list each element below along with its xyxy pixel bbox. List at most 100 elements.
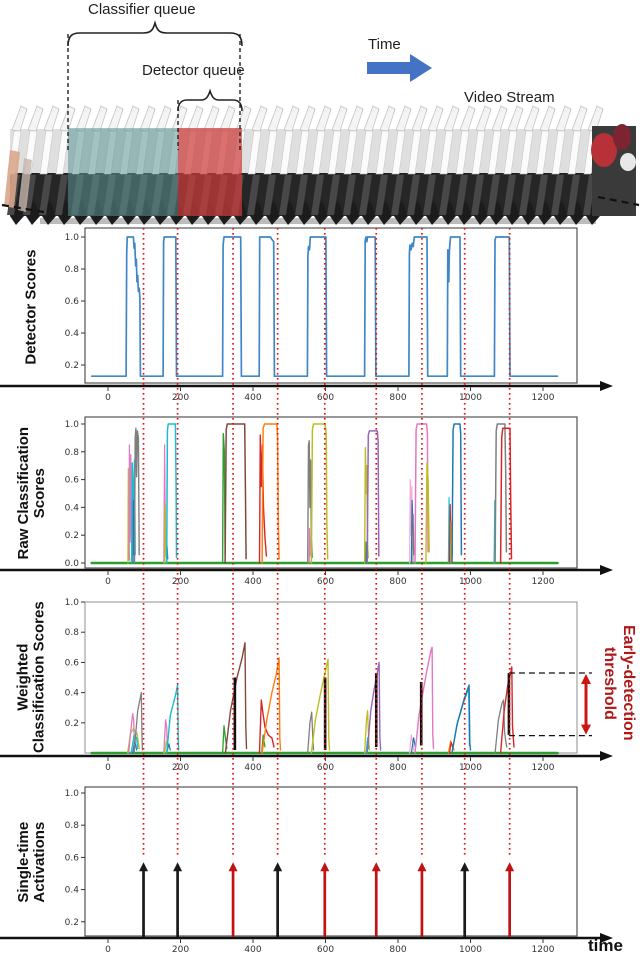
video-stream-label: Video Stream — [464, 89, 555, 106]
event-end-dotted-lines — [142, 228, 511, 858]
ylabel-weighted-classification-scores: Weighted Classification Scores — [14, 601, 49, 753]
svg-text:0.4: 0.4 — [65, 689, 80, 699]
classifier-queue-overlay — [68, 128, 178, 216]
weighted-classification-series-e1-pink — [128, 713, 136, 754]
ylabel-single-time-activations: Single-time Activations — [14, 822, 49, 903]
svg-text:800: 800 — [389, 577, 406, 587]
svg-text:200: 200 — [172, 393, 189, 403]
video-stream-illustration — [1, 20, 640, 225]
activation-arrow-head-icon — [505, 862, 515, 872]
raw-classification-series-e5-pink — [308, 527, 311, 564]
svg-text:400: 400 — [244, 945, 261, 955]
weighted-classification-series-e8-blue — [451, 684, 472, 754]
svg-text:600: 600 — [317, 763, 334, 773]
svg-text:800: 800 — [389, 393, 406, 403]
raw-classification-series-e5-gray — [307, 440, 313, 564]
svg-text:200: 200 — [172, 945, 189, 955]
weighted-classification-series-e4-red — [258, 699, 275, 754]
svg-text:0: 0 — [105, 577, 111, 587]
svg-text:0.2: 0.2 — [65, 719, 79, 729]
raw-classification-series-e1-blue — [132, 499, 135, 564]
raw-classification-series-e7-gray — [412, 513, 415, 564]
svg-text:0.6: 0.6 — [65, 297, 80, 307]
svg-text:400: 400 — [244, 763, 261, 773]
svg-text:1.0: 1.0 — [65, 598, 80, 608]
weighted-classification-series-e3-brown — [224, 642, 248, 754]
activation-arrows — [139, 862, 515, 937]
svg-text:0: 0 — [105, 945, 111, 955]
threshold-range-arrow-icon — [581, 673, 591, 735]
svg-text:1.0: 1.0 — [65, 233, 80, 243]
raw-classification-plot-box — [84, 416, 578, 569]
raw-classification-series-e8-blue-envelope — [451, 423, 463, 564]
svg-text:0.4: 0.4 — [65, 329, 80, 339]
weighted-classification-series-e5-olive — [310, 658, 331, 754]
ylabel-detector-scores: Detector Scores — [22, 249, 40, 365]
activation-arrow-head-icon — [139, 862, 149, 872]
svg-text:0.8: 0.8 — [65, 821, 80, 831]
raw-classification-series-e2-olive — [164, 504, 167, 564]
raw-classification-plot: 1.0 0.8 0.6 0.4 0.2 0.0 0 200 400 600 800 1000 1200 — [0, 416, 613, 587]
svg-text:0.2: 0.2 — [65, 361, 79, 371]
activation-arrow-head-icon — [320, 862, 330, 872]
raw-classification-x-axis-arrow-icon — [600, 565, 613, 575]
svg-text:1000: 1000 — [459, 763, 482, 773]
svg-text:0.8: 0.8 — [65, 448, 80, 458]
svg-text:1200: 1200 — [532, 577, 555, 587]
svg-text:600: 600 — [317, 577, 334, 587]
svg-text:1200: 1200 — [532, 763, 555, 773]
svg-text:800: 800 — [389, 945, 406, 955]
svg-text:0.2: 0.2 — [65, 531, 79, 541]
svg-text:0.4: 0.4 — [65, 503, 80, 513]
svg-text:0.6: 0.6 — [65, 853, 80, 863]
svg-text:0.6: 0.6 — [65, 658, 80, 668]
svg-text:1.0: 1.0 — [65, 789, 80, 799]
svg-text:200: 200 — [172, 577, 189, 587]
svg-text:600: 600 — [317, 393, 334, 403]
svg-text:0.6: 0.6 — [65, 476, 80, 486]
time-axis-label: time — [588, 936, 623, 955]
weighted-classification-series-e9-gray — [494, 699, 508, 754]
svg-text:0: 0 — [105, 393, 111, 403]
detector-queue-overlay — [178, 128, 242, 216]
svg-text:1000: 1000 — [459, 945, 482, 955]
svg-text:1200: 1200 — [532, 945, 555, 955]
detector-plot-box — [84, 227, 578, 384]
single-time-activations-plot-box — [84, 786, 578, 937]
raw-classification-series-e1-gray — [133, 427, 140, 564]
ylabel-raw-classification-scores: Raw Classification Scores — [14, 427, 49, 560]
weighted-classification-series-e8-cyan — [451, 687, 471, 754]
activation-arrow-head-icon — [273, 862, 283, 872]
activation-arrow-head-icon — [173, 862, 183, 872]
svg-text:0.8: 0.8 — [65, 628, 80, 638]
svg-text:0.2: 0.2 — [65, 918, 79, 928]
weighted-classification-series-e7-blue — [410, 737, 416, 754]
weighted-classification-series-e6-olive — [363, 710, 371, 754]
activation-arrow-head-icon — [460, 862, 470, 872]
single-time-activations-x-axis-arrow-icon — [600, 933, 613, 943]
raw-classification-series-e2-cyan-envelope — [165, 423, 178, 564]
classifier-queue-label: Classifier queue — [88, 1, 196, 18]
time-label: Time — [368, 36, 401, 53]
detector-queue-label: Detector queue — [142, 62, 245, 79]
svg-text:1000: 1000 — [459, 393, 482, 403]
svg-text:1.0: 1.0 — [65, 420, 80, 430]
svg-text:0.4: 0.4 — [65, 886, 80, 896]
weighted-classification-series-e9-red — [499, 666, 515, 754]
raw-classification-series-e9-red-envelope — [499, 427, 513, 564]
svg-text:0.8: 0.8 — [65, 265, 80, 275]
svg-text:400: 400 — [244, 577, 261, 587]
raw-classification-series-e7-olive — [425, 462, 430, 564]
weighted-classification-series-e2-pink — [163, 719, 169, 754]
activation-arrow-head-icon — [371, 862, 381, 872]
svg-text:0: 0 — [105, 763, 111, 773]
svg-text:1200: 1200 — [532, 393, 555, 403]
early-detection-threshold-label: Early-detection threshold — [600, 625, 637, 741]
detector-plot: 1.0 0.8 0.6 0.4 0.2 0 200 400 600 800 1000 1200 — [0, 227, 613, 403]
detector-x-axis-arrow-icon — [600, 381, 613, 391]
weighted-classification-series-e7-pink — [409, 734, 415, 754]
svg-text:800: 800 — [389, 763, 406, 773]
single-time-activations-plot: 1.0 0.8 0.6 0.4 0.2 0 200 400 600 800 1000 1200 — [0, 786, 613, 955]
